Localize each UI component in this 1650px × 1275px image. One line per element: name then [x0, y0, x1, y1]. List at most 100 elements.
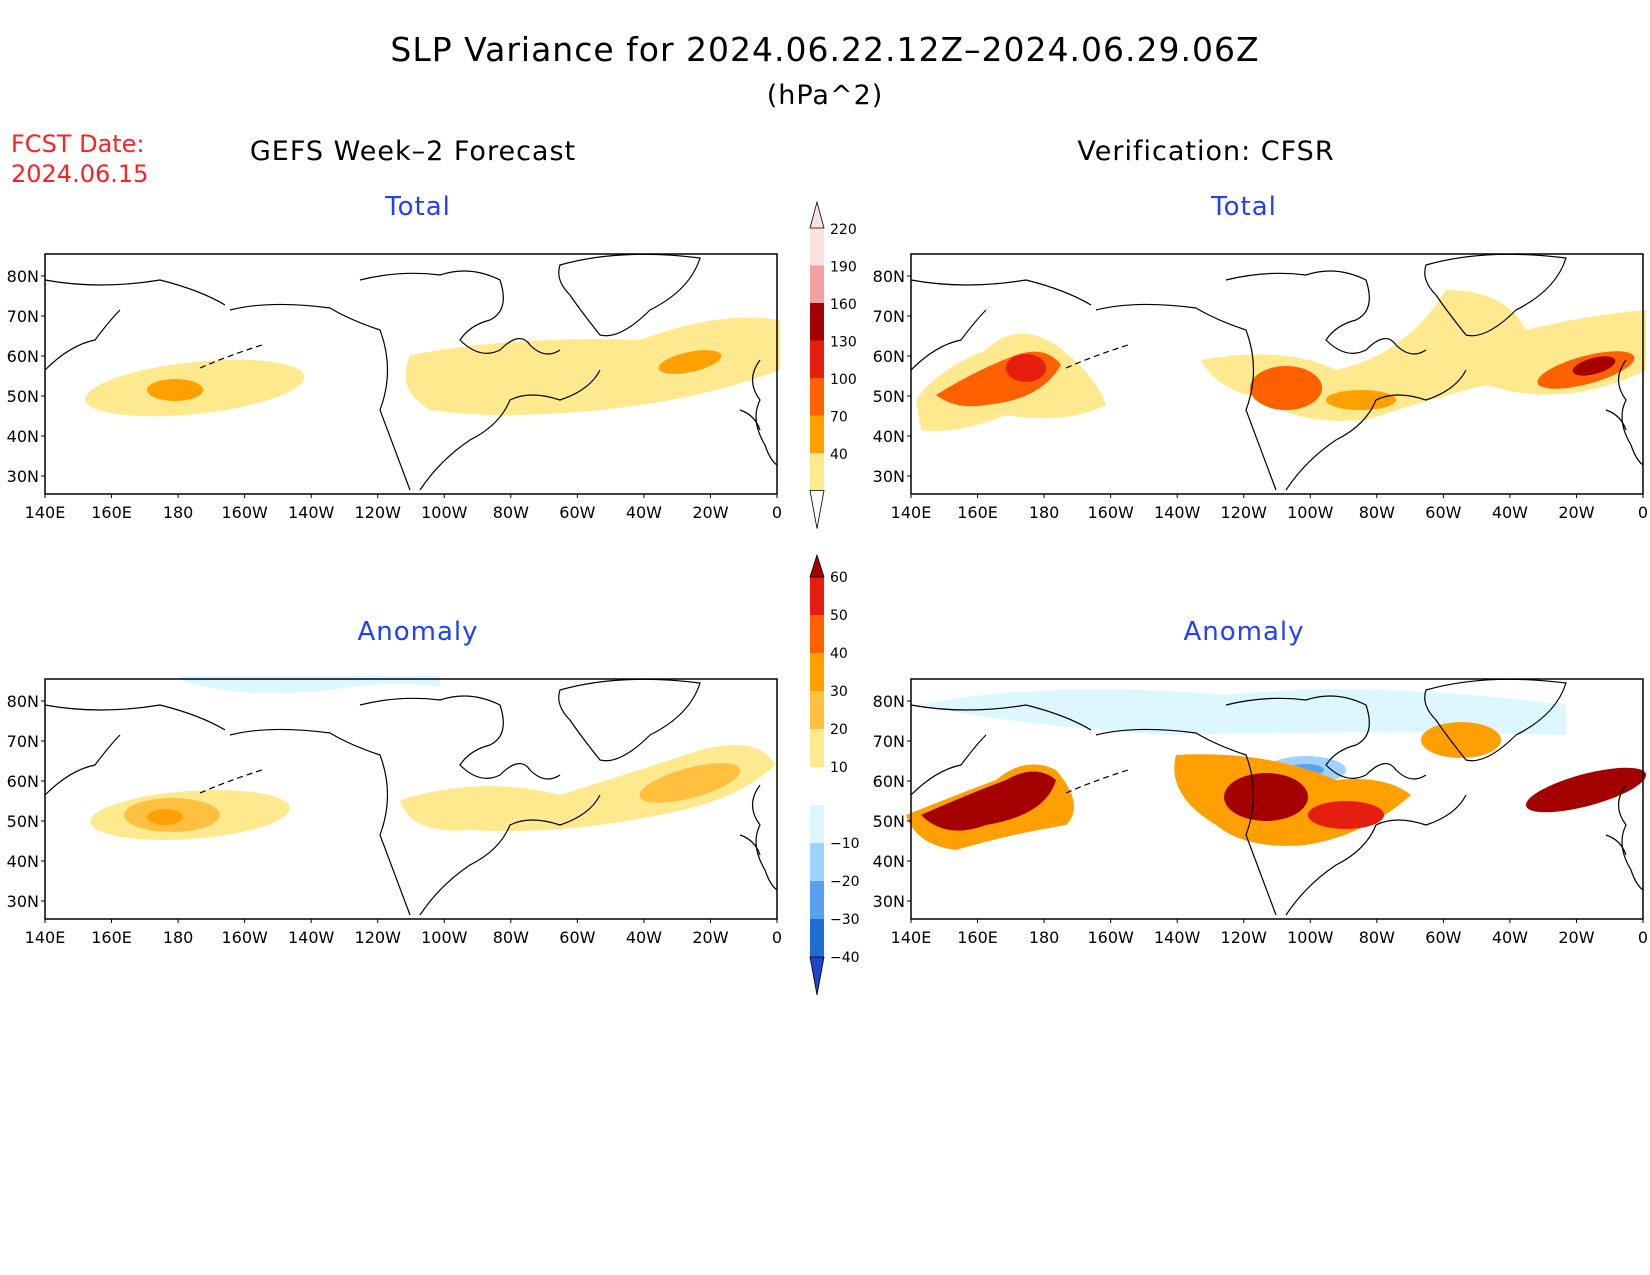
- lon-label: 160W: [221, 928, 268, 947]
- colorbar-level-label: 60: [830, 570, 848, 586]
- colorbar-level-label: 20: [830, 722, 848, 738]
- europe-coast: [1605, 359, 1644, 466]
- lon-label: 160W: [221, 503, 268, 522]
- lat-label: 80N: [873, 267, 905, 286]
- europe-coast: [739, 359, 778, 466]
- north-america-coast: [229, 303, 601, 491]
- map-frame: [44, 678, 778, 920]
- lon-label: 60W: [1425, 503, 1461, 522]
- asia-coast: [44, 279, 226, 371]
- verification-total-map: 80N 70N 60N 50N 40N 30N 140E 160E 180 160W 140W 120…: [873, 253, 1648, 522]
- lat-label: 40N: [7, 427, 39, 446]
- forecast-total-subtitle: Total: [385, 192, 451, 222]
- lat-label: 80N: [7, 692, 39, 711]
- lon-label: 100W: [1287, 928, 1334, 947]
- lon-label: 40W: [626, 928, 662, 947]
- north-america-coast: [1095, 303, 1467, 491]
- lon-label: 60W: [559, 503, 595, 522]
- lon-label: 140E: [25, 928, 66, 947]
- colorbar-swatch: [810, 843, 824, 881]
- colorbar-swatch: [810, 378, 824, 416]
- colorbar-level-label: −30: [830, 912, 860, 928]
- colorbar-level-label: 100: [830, 372, 857, 388]
- aleutians: [1065, 769, 1129, 794]
- lon-label: 120W: [355, 503, 402, 522]
- colorbar-level-label: 40: [830, 447, 848, 463]
- anomaly-colorbar: 60 50 40 30 20 10 −10 −20 −30 −40: [809, 553, 860, 996]
- lat-label: 70N: [7, 307, 39, 326]
- colorbar-level-label: 30: [830, 684, 848, 700]
- forecast-anomaly-map: 80N 70N 60N 50N 40N 30N 140E 160E 180 160W 140W 120…: [7, 676, 782, 947]
- colorbar-level-label: 40: [830, 646, 848, 662]
- colorbar-swatch: [810, 729, 824, 767]
- colorbar-top-arrow: [809, 200, 825, 229]
- lat-label: 30N: [873, 467, 905, 486]
- lat-label: 30N: [873, 892, 905, 911]
- colorbar-swatch: [810, 415, 824, 453]
- map-frame: [910, 678, 1644, 920]
- lon-label: 80W: [493, 503, 529, 522]
- map-frame: [44, 253, 778, 495]
- lon-label: 120W: [355, 928, 402, 947]
- forecast-anomaly-subtitle: Anomaly: [357, 617, 479, 647]
- lon-label: 0: [1638, 503, 1648, 522]
- colorbar-level-label: 160: [830, 297, 857, 313]
- lat-label: 80N: [7, 267, 39, 286]
- aleutians: [1065, 344, 1129, 369]
- lat-label: 40N: [873, 852, 905, 871]
- colorbar-swatch: [810, 453, 824, 491]
- lat-label: 50N: [873, 812, 905, 831]
- lon-label: 140E: [891, 503, 932, 522]
- colorbar-level-label: 50: [830, 608, 848, 624]
- lon-label: 140E: [891, 928, 932, 947]
- shading: [90, 676, 775, 840]
- lat-label: 30N: [7, 892, 39, 911]
- lat-label: 30N: [7, 467, 39, 486]
- colorbar-level-label: −10: [830, 836, 860, 852]
- lon-label: 0: [772, 928, 782, 947]
- lon-label: 140W: [288, 503, 335, 522]
- aleutians: [199, 344, 263, 369]
- colorbar-swatch: [810, 577, 824, 615]
- lon-label: 160E: [957, 503, 998, 522]
- canada-coast: [359, 695, 561, 780]
- lat-label: 60N: [7, 772, 39, 791]
- lon-label: 20W: [1558, 503, 1594, 522]
- colorbar-swatch: [810, 805, 824, 843]
- lon-label: 80W: [1359, 503, 1395, 522]
- fcst-date-value: 2024.06.15: [11, 160, 149, 188]
- lat-label: 70N: [873, 307, 905, 326]
- lat-label: 70N: [7, 732, 39, 751]
- colorbar-level-label: 220: [830, 222, 857, 238]
- colorbar-swatch: [810, 691, 824, 729]
- canada-coast: [1225, 270, 1427, 355]
- lon-label: 140W: [1154, 503, 1201, 522]
- lon-label: 160E: [91, 503, 132, 522]
- shading: [85, 317, 780, 417]
- north-america-coast: [1095, 728, 1467, 916]
- lon-label: 180: [1029, 928, 1060, 947]
- lat-label: 50N: [7, 812, 39, 831]
- lat-label: 70N: [873, 732, 905, 751]
- lon-label: 0: [1638, 928, 1648, 947]
- colorbar-level-label: 190: [830, 260, 857, 276]
- colorbar-level-label: 130: [830, 335, 857, 351]
- colorbar-swatch: [810, 767, 824, 805]
- lon-label: 180: [163, 928, 194, 947]
- lat-label: 60N: [873, 772, 905, 791]
- lon-label: 180: [163, 503, 194, 522]
- fcst-date-label: FCST Date:: [11, 130, 145, 158]
- lat-label: 60N: [873, 347, 905, 366]
- verif-anomaly-subtitle: Anomaly: [1183, 617, 1305, 647]
- colorbar-swatch: [810, 303, 824, 341]
- lon-label: 160E: [957, 928, 998, 947]
- shading: [906, 689, 1647, 850]
- colorbar-swatch: [810, 340, 824, 378]
- lon-label: 20W: [692, 503, 728, 522]
- lon-label: 160E: [91, 928, 132, 947]
- forecast-total-map: 80N 70N 60N 50N 40N 30N 140E 160E 180 160W 140W 120…: [7, 253, 782, 522]
- colorbar-bottom-arrow: [809, 956, 825, 996]
- colorbar-swatch: [810, 228, 824, 266]
- lon-label: 100W: [421, 503, 468, 522]
- lat-label: 60N: [7, 347, 39, 366]
